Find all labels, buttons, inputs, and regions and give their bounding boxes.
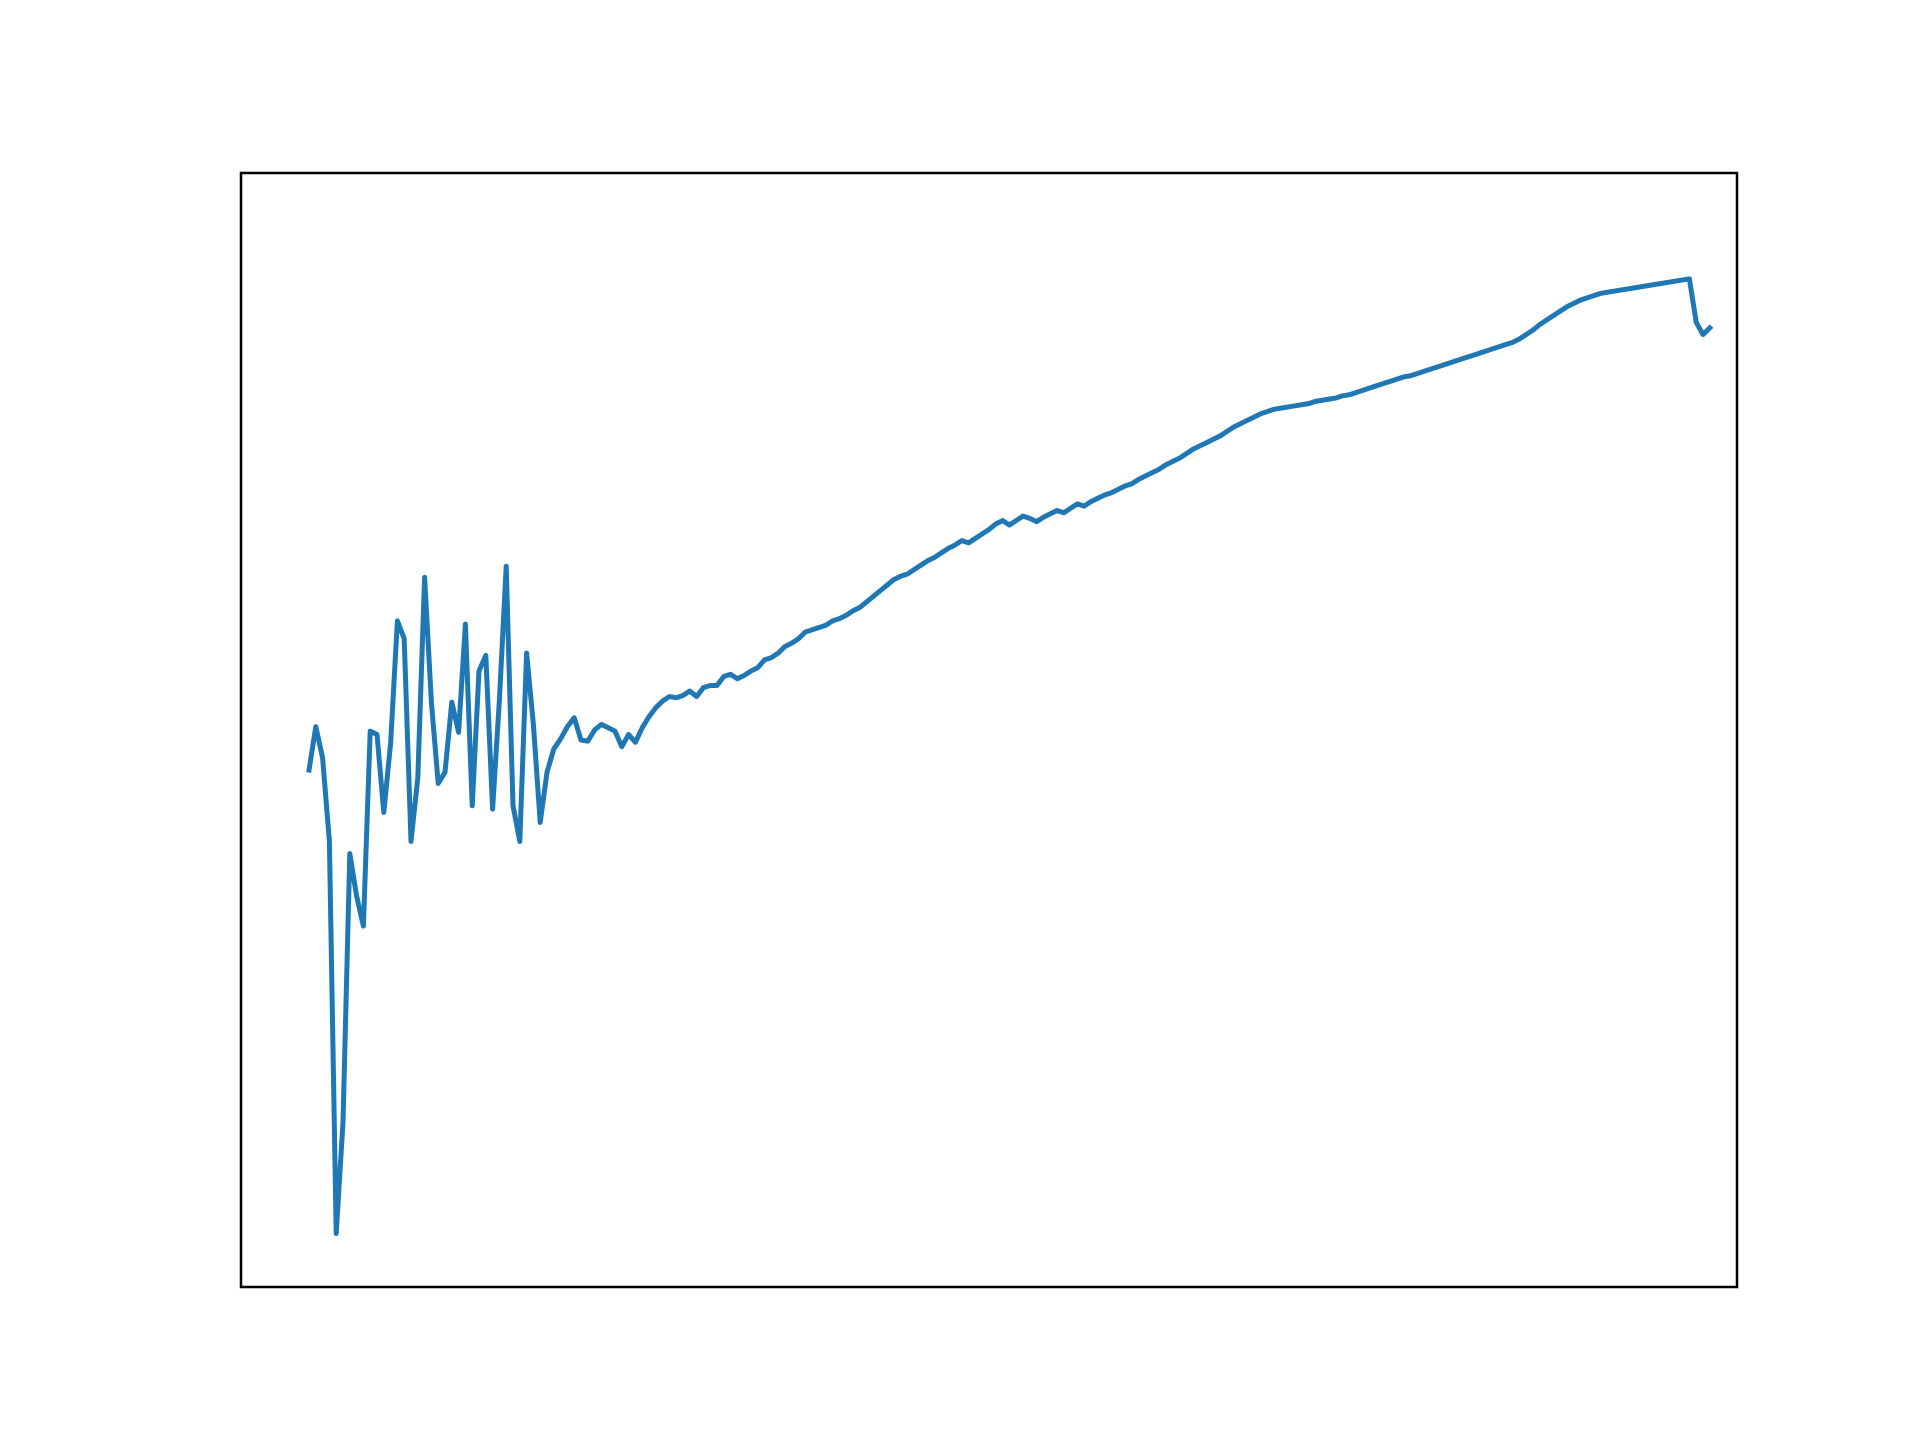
plot-area	[306, 276, 1714, 1237]
series-line	[306, 276, 1714, 1237]
axes-frame	[239, 171, 1739, 1289]
